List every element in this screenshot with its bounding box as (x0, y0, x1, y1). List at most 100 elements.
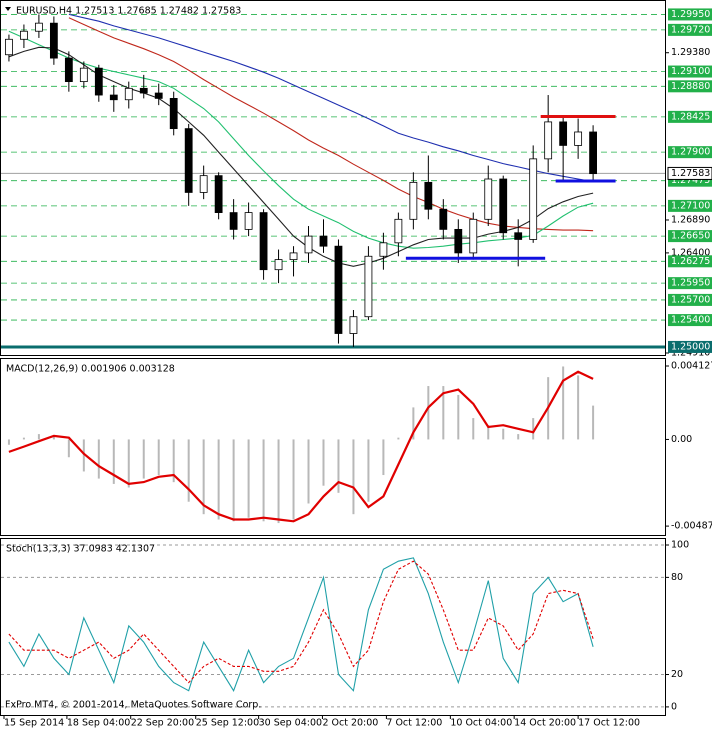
level-label-bg (668, 23, 712, 36)
candle-body (169, 98, 178, 130)
candle-body (379, 242, 388, 257)
histogram-bar (52, 435, 55, 440)
histogram-bar (457, 394, 460, 440)
series-line (8, 46, 594, 267)
level-label-bg (668, 314, 712, 327)
candle-body (349, 316, 358, 334)
base-level-label: 1.25000 (671, 341, 710, 352)
candle-body (544, 121, 553, 160)
candle-body (214, 175, 223, 213)
level-label: 1.27475 (671, 175, 710, 186)
y-tick-label: 80 (671, 572, 683, 583)
candle-body (109, 94, 118, 101)
histogram-bar (427, 386, 430, 440)
histogram-bar (112, 439, 115, 484)
histogram-bar (232, 439, 235, 522)
macd-panel (0, 358, 666, 536)
histogram-bar (322, 439, 325, 486)
candle-body (184, 128, 193, 193)
x-tick-label: 10 Oct 04:00 (450, 718, 512, 729)
level-label: 1.29100 (671, 66, 710, 77)
histogram-bar (382, 439, 385, 476)
current-price-label-bg (667, 166, 712, 180)
histogram-bar (352, 439, 355, 515)
footer: FxPro MT4, © 2001-2014, MetaQuotes Softw… (5, 700, 261, 711)
histogram-bar (577, 375, 580, 440)
candle-body (334, 245, 343, 334)
base-level-label-bg (668, 340, 712, 353)
histogram-bar (7, 439, 10, 445)
histogram-bar (367, 439, 370, 502)
level-label: 1.28880 (671, 81, 710, 92)
price-panel (0, 0, 666, 356)
candle-body (499, 178, 508, 234)
histogram-bar (97, 439, 100, 479)
histogram-bar (217, 439, 220, 520)
candle-body (20, 30, 28, 40)
histogram-bar (502, 428, 505, 440)
candle-body (289, 252, 298, 261)
histogram-bar (172, 439, 175, 483)
x-tick-label: 7 Oct 12:00 (386, 718, 442, 729)
histogram-bar (337, 439, 340, 493)
y-tick-label: -0.00487 (671, 521, 712, 532)
level-label: 1.27900 (671, 147, 710, 158)
candle-body (559, 121, 568, 146)
y-tick-label: 1.24910 (671, 347, 710, 358)
x-tick-label: 30 Sep 04:00 (259, 718, 322, 729)
y-tick-label: 100 (671, 539, 689, 550)
series-line (8, 557, 594, 692)
candle-body (484, 178, 493, 220)
histogram-bar (82, 439, 85, 472)
candle-body (259, 212, 268, 271)
panel-title: EURUSD,H4 1.27513 1.27685 1.27482 1.2758… (16, 6, 241, 17)
level-label-bg (668, 199, 712, 212)
series-line (68, 17, 594, 232)
candle-body (199, 175, 208, 193)
level-label: 1.27100 (671, 200, 710, 211)
candle-body (574, 131, 583, 146)
level-label-bg (668, 8, 712, 21)
x-tick-label: 14 Oct 20:00 (514, 718, 576, 729)
level-label: 1.26650 (671, 231, 710, 242)
histogram-bar (397, 437, 400, 440)
level-label: 1.28425 (671, 111, 710, 122)
series-line (8, 370, 594, 523)
histogram-bar (142, 439, 145, 479)
histogram-bar (157, 439, 160, 476)
candle-body (154, 92, 163, 99)
candle-body (5, 38, 13, 56)
candle-body (319, 235, 328, 247)
histogram-bar (187, 439, 190, 502)
level-label: 1.29720 (671, 24, 710, 35)
histogram-bar (127, 439, 130, 488)
candle-body (124, 87, 133, 101)
level-label-bg (668, 277, 712, 290)
histogram-bar (202, 439, 205, 515)
histogram-bar (277, 439, 280, 524)
level-label-bg (668, 146, 712, 159)
histogram-bar (37, 434, 40, 440)
candle-body (94, 67, 103, 96)
histogram-bar (517, 434, 520, 440)
candle-body (469, 218, 478, 254)
y-tick-label: 1.26890 (671, 214, 710, 225)
stoch-panel (0, 538, 666, 716)
histogram-bar (442, 386, 445, 440)
candle-body (514, 232, 523, 240)
level-label: 1.25950 (671, 278, 710, 289)
histogram-bar (22, 437, 25, 440)
series-line (8, 560, 594, 684)
candle-body (394, 218, 403, 244)
histogram-bar (592, 405, 595, 440)
level-label: 1.25400 (671, 315, 710, 326)
x-tick-label: 25 Sep 12:00 (196, 718, 259, 729)
candle-body (424, 181, 433, 210)
candle-body (529, 158, 538, 240)
candle-body (64, 57, 73, 83)
histogram-bar (562, 366, 565, 440)
histogram-bar (532, 418, 535, 440)
level-label: 1.26275 (671, 256, 710, 267)
candle-body (439, 208, 448, 230)
